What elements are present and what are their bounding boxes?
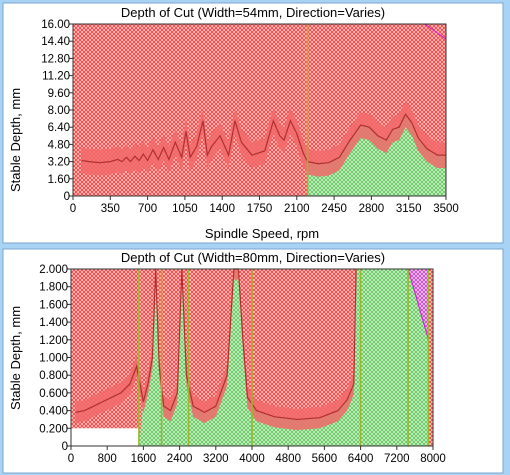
chart-1-oblique-line	[424, 23, 447, 40]
chart-2-x-tick-label-9: 7200	[384, 453, 410, 465]
chart-1-x-tick-label-2: 700	[138, 203, 157, 215]
chart-2-x-tick-label-10: 8000	[420, 453, 446, 465]
chart-1-x-tick-label-1: 350	[101, 203, 120, 215]
chart-2-x-tick-label-7: 5600	[312, 453, 338, 465]
chart-1-y-tick-label-5: 8.00	[48, 105, 70, 117]
chart-1-plot-area	[73, 23, 447, 196]
chart-1-boundary-line	[81, 113, 446, 165]
chart-1-x-tick-label-8: 2800	[359, 203, 385, 215]
chart-2-stable-region	[138, 269, 429, 446]
chart-1-y-tick-label-6: 9.60	[48, 88, 70, 100]
chart-2-x-tick-label-0: 0	[68, 453, 74, 465]
chart-2-y-tick-label-3: 0.600	[39, 388, 68, 400]
chart-1-x-tick-label-6: 2100	[284, 203, 310, 215]
chart-2-x-tick-label-3: 2400	[167, 453, 193, 465]
chart-1-x-tick-label-9: 3150	[396, 203, 422, 215]
chart-2-y-tick-label-8: 1.600	[39, 299, 68, 311]
chart-2-oblique-line	[407, 268, 429, 340]
chart-2-title: Depth of Cut (Width=80mm, Direction=Vari…	[121, 250, 385, 265]
chart-2-plot-area	[71, 268, 433, 446]
chart-1-x-tick-label-4: 1400	[209, 203, 235, 215]
chart-2-y-tick-label-2: 0.400	[39, 406, 68, 418]
chart-1-y-tick-label-8: 12.80	[41, 53, 70, 65]
chart-2-x-tick-label-5: 4000	[239, 453, 265, 465]
chart-1-y-axis-label: Stable Depth, mm	[8, 88, 23, 192]
chart-1-y-tick-label-7: 11.20	[42, 71, 70, 83]
chart-2-x-tick-label-2: 1600	[131, 453, 157, 465]
chart-2-uncomputed-region	[71, 428, 139, 446]
chart-1: Depth of Cut (Width=54mm, Direction=Vari…	[2, 2, 504, 244]
chart-2-y-axis-label: Stable Depth, mm	[8, 306, 23, 410]
chart-2-axes: 0 800 1600 2400 3200 4000 4800 5600 6400 7200 8000…	[39, 264, 446, 465]
chart-1-y-tick-label-2: 3.20	[48, 157, 70, 169]
chart-1-y-tick-label-0: 0	[64, 191, 70, 203]
chart-2-y-tick-label-4: 0.800	[39, 370, 68, 382]
chart-1-boundary-band	[81, 101, 447, 177]
chart-1-y-tick-label-10: 16.00	[41, 19, 70, 31]
chart-1-x-tick-label-10: 3500	[433, 203, 459, 215]
chart-2-x-tick-label-4: 3200	[203, 453, 229, 465]
chart-2-x-tick-label-6: 4800	[275, 453, 301, 465]
chart-2-boundary-line	[75, 268, 357, 421]
chart-1-title: Depth of Cut (Width=54mm, Direction=Vari…	[121, 5, 385, 20]
chart-1-x-tick-label-0: 0	[70, 203, 76, 215]
chart-2-y-tick-label-1: 0.200	[39, 423, 68, 435]
chart-2-y-tick-label-5: 1.000	[39, 353, 68, 365]
chart-2-x-tick-label-8: 6400	[348, 453, 374, 465]
chart-1-x-tick-label-5: 1750	[247, 203, 273, 215]
chart-1-y-tick-label-1: 1.60	[48, 174, 70, 186]
chart-2-boundary-band	[75, 269, 357, 431]
chart-2-x-tick-label-1: 800	[98, 453, 117, 465]
chart-1-x-axis-label: Spindle Speed, rpm	[205, 226, 319, 241]
chart-1-axes: 0 350 700 1050 1400 1750 2100 2450 2800 3150 3500 0…	[41, 19, 459, 215]
chart-2-y-tick-label-9: 1.800	[39, 282, 68, 294]
chart-1-y-tick-label-9: 14.40	[41, 36, 70, 48]
chart-1-y-tick-label-3: 4.80	[48, 139, 70, 151]
chart-2-y-tick-label-0: 0	[62, 441, 68, 453]
chart-2-y-tick-label-6: 1.200	[39, 335, 68, 347]
chart-2-y-tick-label-7: 1.400	[39, 317, 68, 329]
chart-1-x-tick-label-3: 1050	[172, 203, 198, 215]
chart-2: Depth of Cut (Width=80mm, Direction=Vari…	[2, 248, 504, 474]
chart-1-x-tick-label-7: 2450	[321, 203, 347, 215]
chart-1-y-tick-label-4: 6.40	[48, 122, 70, 134]
chart-2-y-tick-label-10: 2.000	[39, 264, 68, 276]
